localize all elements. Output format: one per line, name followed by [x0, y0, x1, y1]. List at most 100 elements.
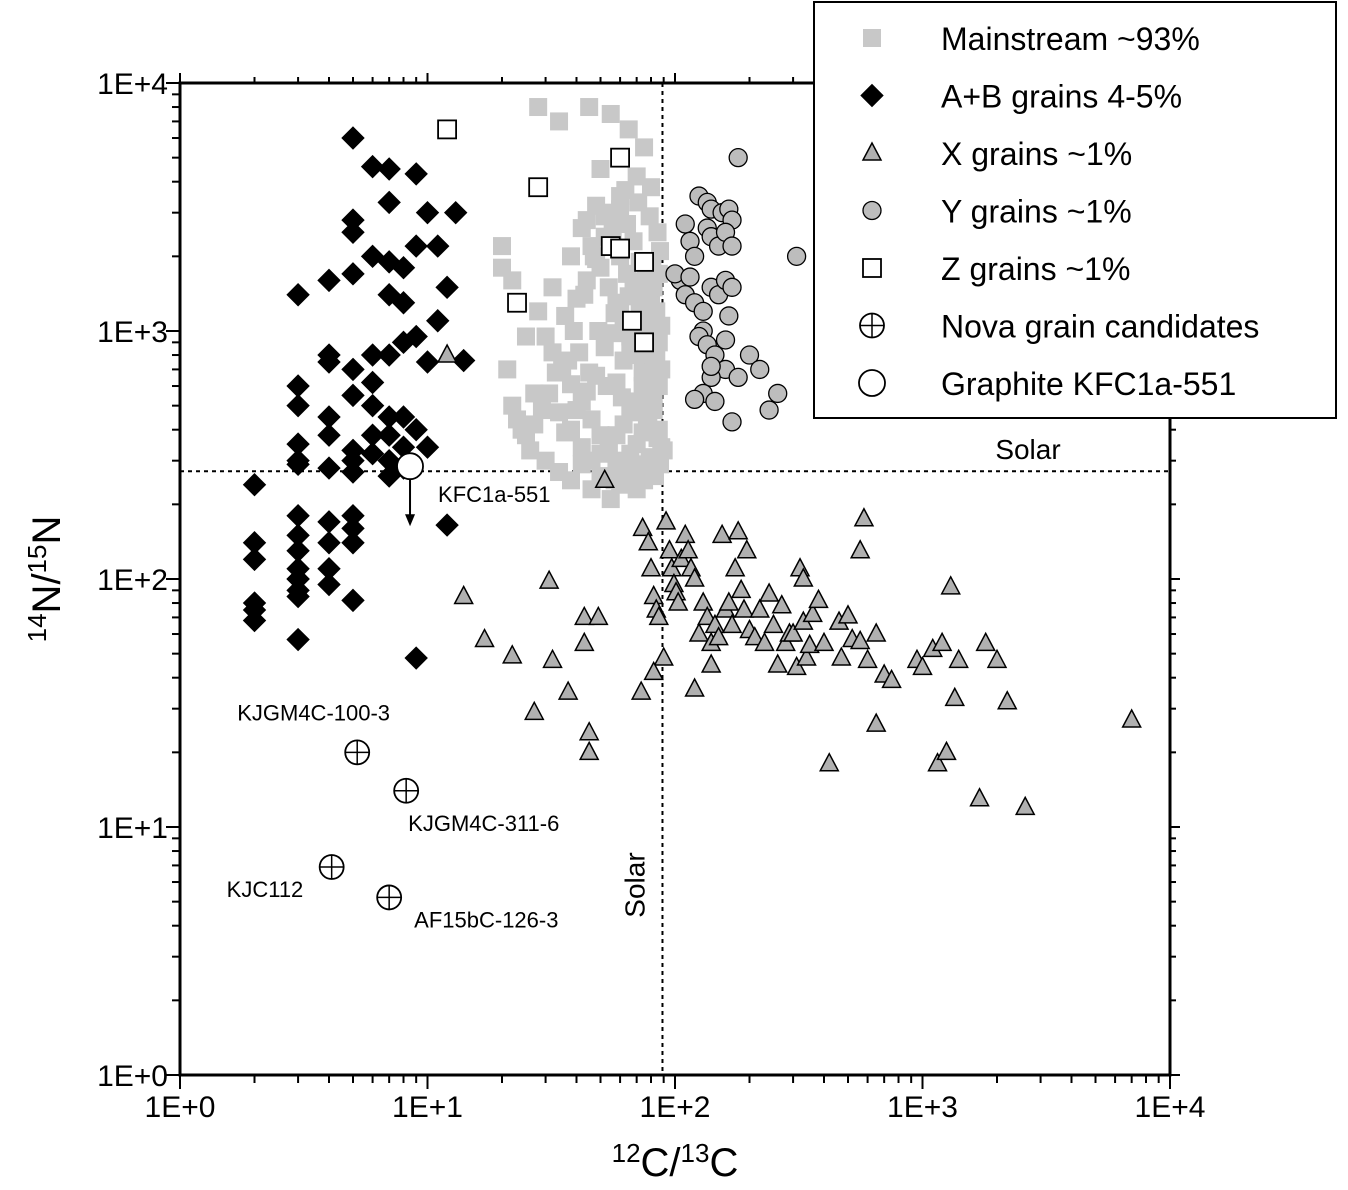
legend-label: Nova grain candidates — [941, 309, 1259, 345]
data-point — [619, 287, 638, 306]
data-point — [986, 648, 1008, 669]
data-point — [540, 384, 559, 403]
data-point — [881, 668, 902, 689]
data-point — [643, 660, 664, 681]
data-point — [782, 622, 804, 642]
data-point — [786, 655, 807, 676]
data-point — [341, 220, 365, 245]
data-point — [516, 426, 535, 445]
data-point — [426, 234, 450, 258]
data-point — [556, 306, 575, 325]
data-point — [849, 629, 871, 650]
data-point — [286, 503, 310, 528]
data-point — [684, 389, 705, 410]
solar-label-horizontal: Solar — [995, 434, 1060, 465]
data-point — [426, 309, 450, 333]
data-point — [692, 591, 714, 611]
point-annotation: AF15bC-126-3 — [414, 907, 558, 932]
data-point — [796, 646, 817, 666]
data-point — [653, 646, 674, 666]
data-point — [750, 359, 770, 380]
data-point — [767, 653, 788, 673]
series-z-grains — [437, 119, 654, 353]
data-point — [435, 513, 459, 537]
data-point — [404, 324, 428, 349]
legend-item: Y grains ~1% — [862, 194, 1132, 230]
data-point — [451, 348, 476, 373]
data-point — [360, 423, 385, 447]
data-point — [948, 648, 969, 669]
data-point — [619, 120, 638, 139]
legend-label: X grains ~1% — [941, 136, 1132, 172]
data-point — [521, 441, 540, 460]
data-point — [655, 510, 677, 530]
data-point — [775, 631, 796, 652]
data-point — [849, 539, 871, 559]
data-point — [758, 582, 780, 602]
data-point — [610, 238, 630, 259]
data-point — [474, 627, 495, 648]
series-nova-grain-candidates — [318, 739, 420, 911]
data-point — [529, 302, 548, 321]
y-tick-label: 1E+2 — [97, 564, 168, 597]
data-point — [360, 370, 385, 395]
data-point — [616, 181, 635, 200]
data-point — [715, 330, 736, 350]
data-point — [498, 360, 517, 379]
data-point — [701, 356, 721, 377]
legend: Mainstream ~93% A+B grains 4-5% X grains ~… — [813, 1, 1337, 419]
data-point — [391, 291, 416, 315]
data-point — [677, 539, 699, 559]
data-point — [649, 333, 668, 352]
data-point — [627, 167, 646, 186]
point-annotation: KJC112 — [227, 877, 304, 902]
legend-marker — [858, 369, 886, 397]
legend-label: Mainstream ~93% — [941, 21, 1200, 57]
data-point — [415, 350, 440, 374]
data-point — [969, 787, 990, 807]
data-point — [376, 884, 403, 911]
data-point — [591, 160, 610, 179]
data-point — [728, 367, 748, 388]
data-point — [572, 438, 591, 457]
data-point — [493, 258, 512, 277]
data-point — [644, 348, 663, 367]
data-point — [652, 316, 671, 335]
data-point — [443, 200, 468, 225]
data-point — [630, 680, 652, 700]
data-point — [393, 777, 420, 804]
data-point — [643, 584, 664, 605]
data-point — [997, 690, 1018, 710]
data-point — [837, 604, 859, 624]
data-point — [584, 247, 603, 266]
data-point — [404, 417, 428, 442]
data-point — [574, 631, 595, 652]
data-point — [377, 343, 401, 367]
data-point — [435, 275, 459, 300]
data-point — [286, 452, 310, 477]
data-point — [561, 471, 580, 490]
data-point — [567, 401, 586, 420]
x-tick-label: 1E+3 — [887, 1091, 958, 1124]
data-point — [318, 854, 345, 880]
data-point — [718, 591, 740, 611]
data-point — [603, 324, 622, 343]
data-point — [578, 721, 600, 741]
data-point — [516, 327, 535, 346]
data-point — [759, 400, 779, 420]
data-point — [317, 572, 341, 597]
data-point — [975, 631, 996, 652]
data-point — [396, 452, 424, 481]
data-point — [377, 190, 401, 215]
data-point — [711, 523, 733, 544]
data-point — [502, 644, 523, 664]
data-point — [561, 375, 580, 394]
data-point — [317, 268, 341, 293]
data-point — [286, 283, 310, 307]
data-point — [635, 138, 654, 157]
data-point — [360, 154, 385, 179]
legend-label: A+B grains 4-5% — [941, 79, 1182, 115]
data-point — [936, 740, 957, 761]
data-point — [391, 405, 416, 429]
data-point — [493, 237, 512, 256]
